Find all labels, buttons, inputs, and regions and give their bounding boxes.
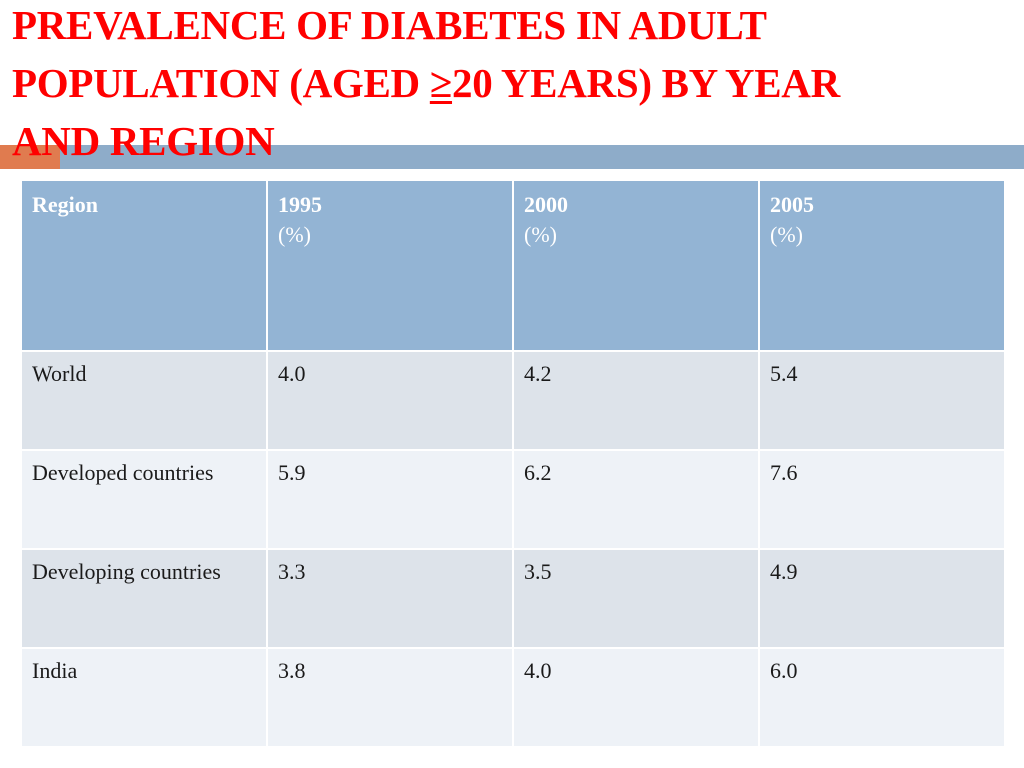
- table-row: Developing countries 3.3 3.5 4.9: [20, 548, 1006, 649]
- value-2005-cell: 6.0: [758, 647, 1006, 748]
- value-2000-cell: 6.2: [512, 449, 760, 550]
- prevalence-table-container: Region 1995 (%) 2000 (%) 2005 (%): [20, 179, 1006, 748]
- title-line-1: PREVALENCE OF DIABETES IN ADULT: [12, 2, 767, 48]
- value-2005-cell: 4.9: [758, 548, 1006, 649]
- header-region: Region: [20, 179, 268, 352]
- header-label: 2005: [770, 192, 814, 217]
- title-line-3: AND REGION: [12, 118, 275, 164]
- header-unit: (%): [278, 222, 311, 247]
- value-1995-cell: 4.0: [266, 350, 514, 451]
- header-1995: 1995 (%): [266, 179, 514, 352]
- accent-bar: [0, 145, 60, 169]
- title-line-2-start: POPULATION (AGED: [12, 60, 430, 106]
- prevalence-table: Region 1995 (%) 2000 (%) 2005 (%): [20, 179, 1006, 748]
- table-row: Developed countries 5.9 6.2 7.6: [20, 449, 1006, 550]
- header-unit: (%): [770, 222, 803, 247]
- value-2000-cell: 4.0: [512, 647, 760, 748]
- value-2005-cell: 5.4: [758, 350, 1006, 451]
- region-cell: World: [20, 350, 268, 451]
- table-header-row: Region 1995 (%) 2000 (%) 2005 (%): [20, 179, 1006, 352]
- region-cell: Developed countries: [20, 449, 268, 550]
- header-label: Region: [32, 192, 98, 217]
- table-row: India 3.8 4.0 6.0: [20, 647, 1006, 748]
- region-cell: Developing countries: [20, 548, 268, 649]
- header-2005: 2005 (%): [758, 179, 1006, 352]
- title-line-2-end: 20 YEARS) BY YEAR: [452, 60, 840, 106]
- table-row: World 4.0 4.2 5.4: [20, 350, 1006, 451]
- header-unit: (%): [524, 222, 557, 247]
- header-2000: 2000 (%): [512, 179, 760, 352]
- header-label: 1995: [278, 192, 322, 217]
- header-label: 2000: [524, 192, 568, 217]
- value-1995-cell: 3.3: [266, 548, 514, 649]
- value-1995-cell: 3.8: [266, 647, 514, 748]
- greater-equal-symbol: ≥: [429, 60, 453, 106]
- slide-title: PREVALENCE OF DIABETES IN ADULT POPULATI…: [12, 0, 1012, 170]
- value-2000-cell: 4.2: [512, 350, 760, 451]
- value-1995-cell: 5.9: [266, 449, 514, 550]
- region-cell: India: [20, 647, 268, 748]
- value-2005-cell: 7.6: [758, 449, 1006, 550]
- accent-line: [60, 145, 1024, 169]
- value-2000-cell: 3.5: [512, 548, 760, 649]
